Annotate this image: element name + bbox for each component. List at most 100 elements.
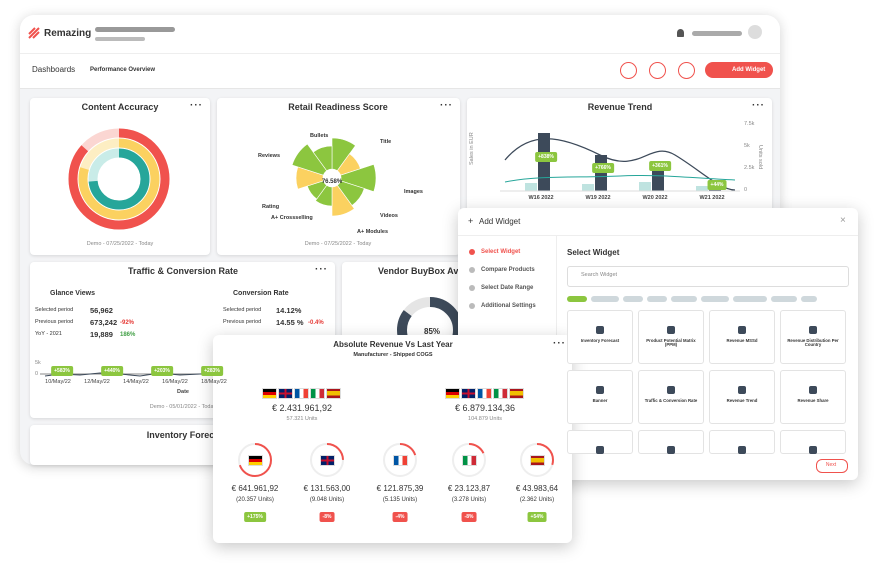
tile-icon [809, 386, 817, 394]
add-widget-label: Add Widget [732, 67, 766, 73]
change-badge: +766% [592, 163, 614, 173]
tile-icon [596, 326, 604, 334]
widget-title: Content Accuracy [81, 102, 159, 112]
rect [696, 186, 708, 191]
y2-label: Units sold [757, 145, 763, 170]
step-label[interactable]: Compare Products [481, 267, 535, 273]
tile-label: Banner [592, 398, 608, 403]
add-widget-button[interactable] [705, 62, 773, 78]
tile-label: Revenue Share [797, 398, 829, 403]
flag [461, 388, 476, 399]
dots: ··· [315, 264, 328, 275]
card-subtitle: Manufacturer - Shipped COGS [353, 352, 433, 358]
y-tick-label: 0 [35, 371, 39, 377]
widget-tile[interactable] [709, 370, 775, 424]
close[interactable]: × [840, 215, 846, 226]
circle [78, 138, 160, 220]
nav: Dashboards [32, 65, 76, 74]
step-label[interactable]: Select Widget [481, 249, 521, 255]
step-label[interactable]: Additional Settings [481, 303, 536, 309]
dots: ··· [553, 338, 566, 349]
segment-label: Bullets [310, 133, 329, 139]
row-change: -92% [120, 320, 135, 326]
flag [493, 388, 508, 399]
change-badge: +583% [51, 366, 73, 376]
change-badge: +838% [535, 152, 557, 162]
dots: ··· [440, 100, 453, 111]
radial-segment [312, 145, 333, 172]
flag [393, 455, 408, 466]
x-tick-label: 16/May/22 [162, 379, 188, 385]
circle [238, 443, 272, 477]
total-units: 104.879 Units [468, 416, 502, 422]
tile-label: Revenue Distribution Per Country [787, 338, 839, 348]
filter-chip [771, 296, 797, 302]
country-ring [238, 443, 272, 477]
top-bar [20, 15, 780, 54]
step-dot [469, 249, 475, 255]
y-tick-label: 5k [35, 360, 41, 366]
flag [326, 388, 341, 399]
x-tick-label: W20 2022 [642, 195, 668, 201]
section-title: Conversion Rate [233, 290, 289, 297]
x-tick-label: W16 2022 [528, 195, 554, 201]
widget-footer: Demo - 07/25/2022 - Today [86, 241, 154, 247]
change-badge: +440% [101, 366, 123, 376]
dots: ··· [752, 100, 765, 111]
widget-title: Retail Readiness Score [288, 102, 388, 112]
change-badge: +203% [151, 366, 173, 376]
widget-tile[interactable] [567, 310, 633, 364]
country-value: € 43.983,64 [515, 484, 559, 493]
segment-label: A+ Crossselling [271, 215, 313, 221]
circle [452, 443, 486, 477]
total-value: € 6.879.134,36 [454, 403, 516, 413]
widget-tile[interactable] [780, 370, 846, 424]
tile-icon [738, 386, 746, 394]
section-heading: Select Widget [567, 248, 620, 257]
widget-tile[interactable] [638, 370, 704, 424]
icon-button[interactable] [678, 62, 695, 79]
x-tick-label: 14/May/22 [123, 379, 149, 385]
row-label: Selected period [223, 307, 262, 313]
flag [294, 388, 309, 399]
view-select[interactable]: Performance Overview [90, 67, 156, 73]
step-dot [469, 267, 475, 273]
widget-footer: Demo - 07/25/2022 - Today [304, 241, 372, 247]
icon-button[interactable] [620, 62, 637, 79]
radial-segment [291, 143, 328, 176]
flag [310, 388, 325, 399]
widget-tile[interactable] [780, 310, 846, 364]
x-tick-label: 18/May/22 [201, 379, 227, 385]
change-badge: -8% [319, 512, 335, 522]
flag [509, 388, 524, 399]
widget-title: Vendor BuyBox Avai [378, 266, 466, 276]
widget-tile[interactable] [638, 310, 704, 364]
avatar [748, 25, 762, 39]
icon-button[interactable] [649, 62, 666, 79]
tile-icon [809, 326, 817, 334]
country-units: (20.357 Units) [236, 497, 274, 503]
tile-label: Revenue Trend [726, 398, 758, 403]
widget-tile[interactable] [709, 310, 775, 364]
center-value: 76.58% [321, 179, 343, 185]
change-badge: +175% [244, 512, 266, 522]
widget-footer: Demo - 05/01/2022 - Today [149, 404, 217, 410]
change-badge: -8% [461, 512, 477, 522]
path [504, 174, 736, 183]
widget-tile[interactable] [567, 370, 633, 424]
search-box[interactable] [567, 266, 849, 287]
path [504, 138, 736, 191]
y2-tick-label: 0 [744, 187, 748, 193]
dots: ··· [190, 100, 203, 111]
next-button[interactable] [816, 459, 848, 473]
country-value: € 23.123,87 [447, 484, 491, 493]
flag [477, 388, 492, 399]
step-label[interactable]: Select Date Range [481, 285, 534, 291]
row-label: YoY - 2021 [35, 331, 62, 337]
country-units: (5.135 Units) [382, 497, 418, 503]
tile-icon [596, 446, 604, 454]
filter-chip [701, 296, 729, 302]
total-units: 57.321 Units [286, 416, 318, 422]
segment-label: Videos [380, 213, 398, 219]
flag [320, 455, 335, 466]
